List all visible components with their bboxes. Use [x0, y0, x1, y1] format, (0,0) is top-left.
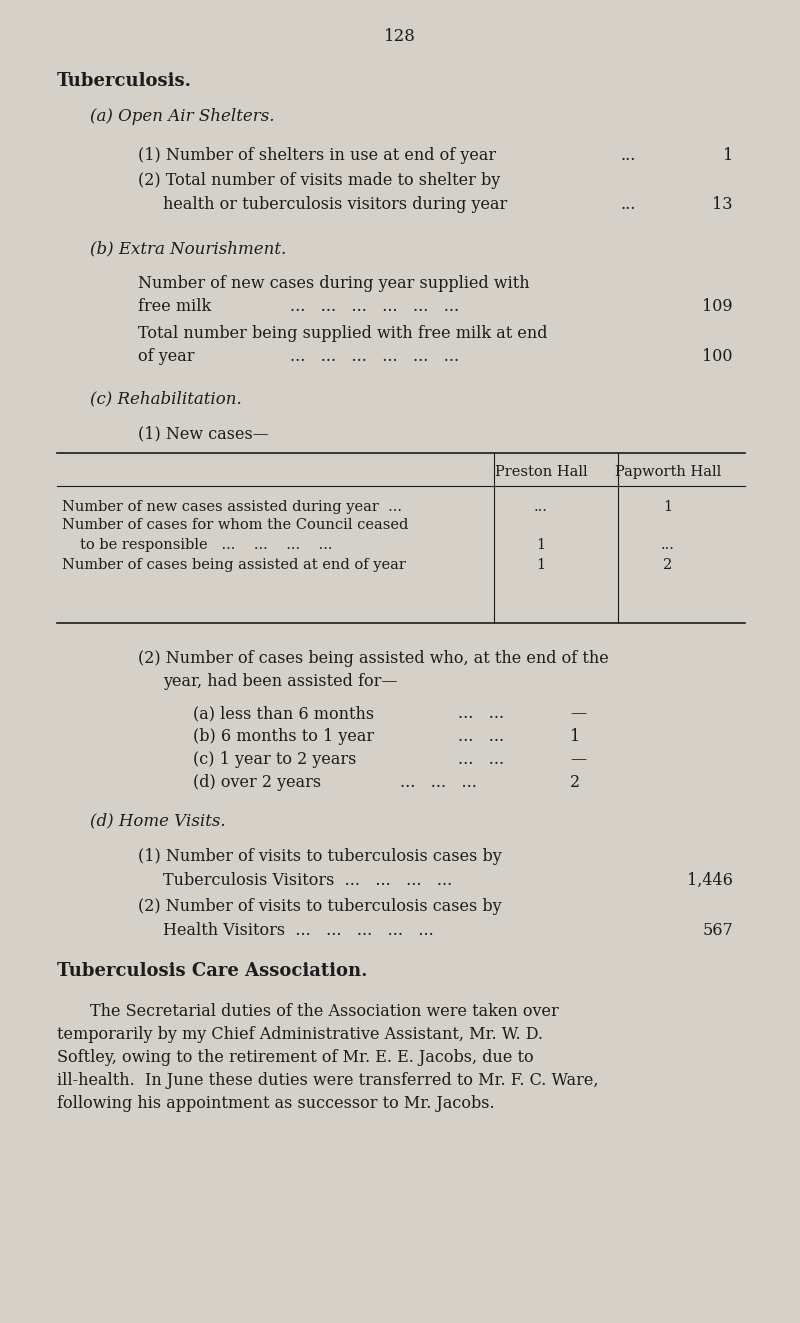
- Text: (b) Extra Nourishment.: (b) Extra Nourishment.: [90, 239, 286, 257]
- Text: 1: 1: [537, 558, 546, 572]
- Text: (1) Number of shelters in use at end of year: (1) Number of shelters in use at end of …: [138, 147, 496, 164]
- Text: Preston Hall: Preston Hall: [494, 464, 587, 479]
- Text: 2: 2: [570, 774, 580, 791]
- Text: (1) New cases—: (1) New cases—: [138, 425, 269, 442]
- Text: Total number being supplied with free milk at end: Total number being supplied with free mi…: [138, 325, 547, 343]
- Text: The Secretarial duties of the Association were taken over: The Secretarial duties of the Associatio…: [90, 1003, 558, 1020]
- Text: to be responsible   ...    ...    ...    ...: to be responsible ... ... ... ...: [80, 538, 333, 552]
- Text: —: —: [570, 751, 586, 767]
- Text: Number of new cases during year supplied with: Number of new cases during year supplied…: [138, 275, 530, 292]
- Text: following his appointment as successor to Mr. Jacobs.: following his appointment as successor t…: [57, 1095, 494, 1113]
- Text: 100: 100: [702, 348, 733, 365]
- Text: ...: ...: [534, 500, 548, 515]
- Text: Softley, owing to the retirement of Mr. E. E. Jacobs, due to: Softley, owing to the retirement of Mr. …: [57, 1049, 534, 1066]
- Text: of year: of year: [138, 348, 194, 365]
- Text: (2) Number of visits to tuberculosis cases by: (2) Number of visits to tuberculosis cas…: [138, 898, 502, 916]
- Text: 1: 1: [570, 728, 580, 745]
- Text: ...   ...: ... ...: [458, 751, 504, 767]
- Text: ...   ...   ...: ... ... ...: [400, 774, 477, 791]
- Text: —: —: [570, 705, 586, 722]
- Text: Health Visitors  ...   ...   ...   ...   ...: Health Visitors ... ... ... ... ...: [163, 922, 434, 939]
- Text: ...   ...: ... ...: [458, 728, 504, 745]
- Text: ...: ...: [661, 538, 675, 552]
- Text: 128: 128: [384, 28, 416, 45]
- Text: ...   ...: ... ...: [458, 705, 504, 722]
- Text: 1: 1: [722, 147, 733, 164]
- Text: Tuberculosis.: Tuberculosis.: [57, 71, 192, 90]
- Text: ...: ...: [620, 147, 635, 164]
- Text: (2) Total number of visits made to shelter by: (2) Total number of visits made to shelt…: [138, 172, 500, 189]
- Text: 109: 109: [702, 298, 733, 315]
- Text: (c) Rehabilitation.: (c) Rehabilitation.: [90, 390, 242, 407]
- Text: Number of cases being assisted at end of year: Number of cases being assisted at end of…: [62, 558, 406, 572]
- Text: (d) Home Visits.: (d) Home Visits.: [90, 812, 226, 830]
- Text: ill-health.  In June these duties were transferred to Mr. F. C. Ware,: ill-health. In June these duties were tr…: [57, 1072, 598, 1089]
- Text: free milk: free milk: [138, 298, 211, 315]
- Text: temporarily by my Chief Administrative Assistant, Mr. W. D.: temporarily by my Chief Administrative A…: [57, 1027, 543, 1043]
- Text: health or tuberculosis visitors during year: health or tuberculosis visitors during y…: [163, 196, 507, 213]
- Text: 1: 1: [537, 538, 546, 552]
- Text: Number of cases for whom the Council ceased: Number of cases for whom the Council cea…: [62, 519, 408, 532]
- Text: Number of new cases assisted during year  ...: Number of new cases assisted during year…: [62, 500, 402, 515]
- Text: 13: 13: [713, 196, 733, 213]
- Text: Tuberculosis Visitors  ...   ...   ...   ...: Tuberculosis Visitors ... ... ... ...: [163, 872, 452, 889]
- Text: year, had been assisted for—: year, had been assisted for—: [163, 673, 398, 691]
- Text: ...: ...: [620, 196, 635, 213]
- Text: 1,446: 1,446: [687, 872, 733, 889]
- Text: ...   ...   ...   ...   ...   ...: ... ... ... ... ... ...: [290, 348, 459, 365]
- Text: (1) Number of visits to tuberculosis cases by: (1) Number of visits to tuberculosis cas…: [138, 848, 502, 865]
- Text: Tuberculosis Care Association.: Tuberculosis Care Association.: [57, 962, 367, 980]
- Text: Papworth Hall: Papworth Hall: [615, 464, 721, 479]
- Text: (c) 1 year to 2 years: (c) 1 year to 2 years: [193, 751, 356, 767]
- Text: 567: 567: [702, 922, 733, 939]
- Text: 1: 1: [663, 500, 673, 515]
- Text: (a) Open Air Shelters.: (a) Open Air Shelters.: [90, 108, 274, 124]
- Text: 2: 2: [663, 558, 673, 572]
- Text: (2) Number of cases being assisted who, at the end of the: (2) Number of cases being assisted who, …: [138, 650, 609, 667]
- Text: (b) 6 months to 1 year: (b) 6 months to 1 year: [193, 728, 374, 745]
- Text: (a) less than 6 months: (a) less than 6 months: [193, 705, 374, 722]
- Text: (d) over 2 years: (d) over 2 years: [193, 774, 321, 791]
- Text: ...   ...   ...   ...   ...   ...: ... ... ... ... ... ...: [290, 298, 459, 315]
